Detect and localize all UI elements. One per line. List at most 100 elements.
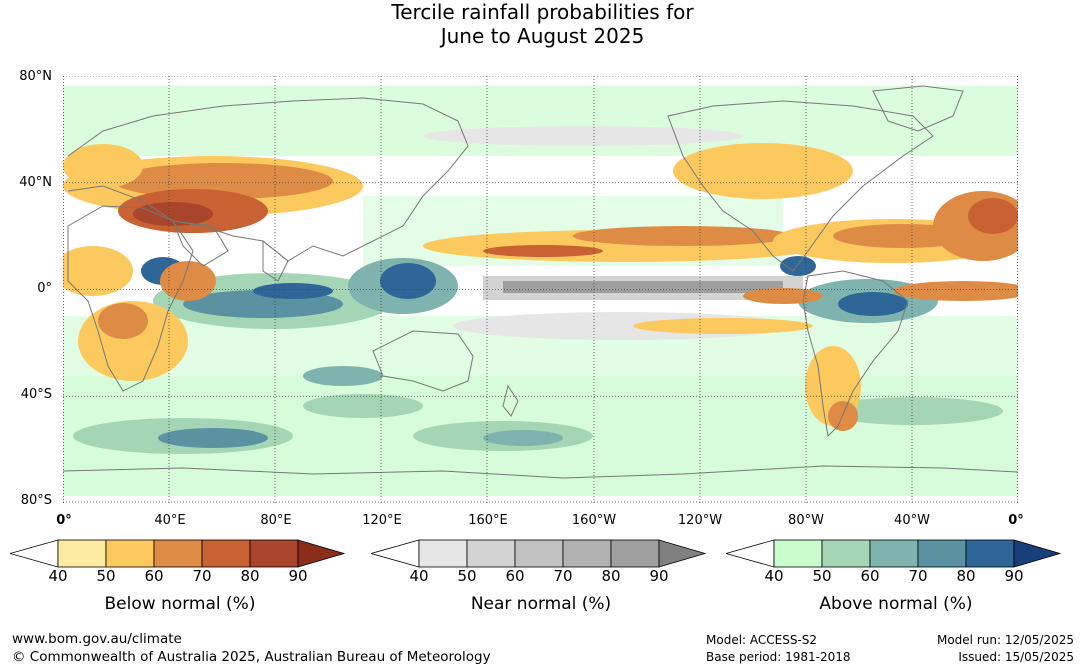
outline-antarctica bbox=[63, 465, 1018, 479]
southern-ocean-patch-5 bbox=[823, 397, 1003, 425]
lon-label-160w: 160°W bbox=[571, 513, 617, 528]
legend-below-tick: 70 bbox=[192, 567, 212, 585]
copyright-text: © Commonwealth of Australia 2025, Austra… bbox=[12, 649, 491, 665]
legend-above-tick: 70 bbox=[908, 567, 928, 585]
colorbar-segment bbox=[917, 539, 967, 568]
legend-near-tick: 40 bbox=[409, 567, 429, 585]
model-run-date: Model run: 12/05/2025 bbox=[936, 633, 1074, 647]
lat-label-80n: 80°N bbox=[19, 69, 52, 84]
north-pacific-dry-core bbox=[573, 226, 793, 246]
outline-new-zealand bbox=[502, 384, 519, 417]
colorbar-extend-high bbox=[297, 539, 346, 568]
south-pacific-dry-strip bbox=[633, 318, 813, 334]
model-name: Model: ACCESS-S2 bbox=[706, 633, 818, 647]
legend-below-tick: 40 bbox=[48, 567, 68, 585]
legend-near-tick: 90 bbox=[649, 567, 669, 585]
outline-south-america bbox=[802, 270, 909, 438]
legend-below-title: Below normal (%) bbox=[104, 594, 256, 614]
legend-above-normal-colorbar bbox=[726, 539, 1062, 568]
lat-label-40n: 40°N bbox=[19, 175, 52, 190]
east-pacific-dry bbox=[743, 288, 823, 304]
outline-africa bbox=[67, 205, 194, 392]
lon-label-40w: 40°W bbox=[894, 513, 930, 528]
footer-dates: Model run: 12/05/2025 Issued: 15/05/2025 bbox=[880, 632, 1074, 666]
colorbar-extend-low bbox=[726, 539, 775, 568]
colorbar-segment bbox=[821, 539, 871, 568]
lat-label-80s: 80°S bbox=[20, 493, 52, 508]
legend-above-tick: 40 bbox=[764, 567, 784, 585]
north-pacific-dry-strip bbox=[483, 245, 603, 257]
colorbar-segment bbox=[562, 539, 612, 568]
middle-east-dry-core bbox=[133, 202, 213, 226]
legend-above-tick: 80 bbox=[956, 567, 976, 585]
graticule bbox=[63, 76, 1018, 503]
southern-ocean-patch-2 bbox=[158, 428, 268, 448]
lon-label-120w: 120°W bbox=[677, 513, 723, 528]
eurasia-dry-2 bbox=[113, 163, 333, 199]
southern-ocean-patch-6 bbox=[303, 394, 423, 418]
sahel-dry-core bbox=[968, 198, 1018, 234]
lon-label-80e: 80°E bbox=[260, 513, 292, 528]
south-america-wet-2 bbox=[838, 292, 908, 316]
issued-date: Issued: 15/05/2025 bbox=[958, 650, 1074, 664]
footer-left: www.bom.gov.au/climate © Commonwealth of… bbox=[12, 630, 491, 666]
lon-label-0-right: 0° bbox=[1008, 513, 1024, 528]
lat-label-0: 0° bbox=[37, 281, 52, 296]
title-line-2: June to August 2025 bbox=[440, 24, 645, 48]
outline-north-america bbox=[667, 100, 934, 272]
colorbar-extend-low bbox=[371, 539, 420, 568]
lon-label-160e: 160°E bbox=[468, 513, 508, 528]
legend-above-tick: 90 bbox=[1004, 567, 1024, 585]
lon-label-0-left: 0° bbox=[56, 513, 72, 528]
colorbar-segment bbox=[773, 539, 823, 568]
southern-africa-dry-core bbox=[98, 303, 148, 339]
southern-ocean-patch-4 bbox=[483, 430, 563, 446]
indian-ocean-patch bbox=[303, 366, 383, 386]
legend-below-tick: 60 bbox=[144, 567, 164, 585]
lon-label-40e: 40°E bbox=[154, 513, 186, 528]
outline-greenland bbox=[872, 85, 964, 132]
legend-near-title: Near normal (%) bbox=[470, 594, 612, 614]
colorbar-segment bbox=[514, 539, 564, 568]
colorbar-segment bbox=[869, 539, 919, 568]
colorbar-extend-high bbox=[1013, 539, 1062, 568]
colorbar-segment bbox=[610, 539, 660, 568]
legend-below-normal-colorbar bbox=[10, 539, 346, 568]
legend-below-tick: 80 bbox=[240, 567, 260, 585]
legend-near-tick: 50 bbox=[457, 567, 477, 585]
lat-label-40s: 40°S bbox=[20, 387, 52, 402]
website-link[interactable]: www.bom.gov.au/climate bbox=[12, 631, 182, 647]
outline-arabia bbox=[172, 220, 229, 267]
title-line-1: Tercile rainfall probabilities for bbox=[391, 0, 694, 24]
central-america-wet bbox=[780, 256, 816, 276]
colorbar-segment bbox=[249, 539, 299, 568]
north-america-dry bbox=[673, 143, 853, 199]
rainfall-probability-map bbox=[63, 76, 1018, 503]
legend-near-tick: 70 bbox=[553, 567, 573, 585]
legend-near-tick: 60 bbox=[505, 567, 525, 585]
map-title: Tercile rainfall probabilities for June … bbox=[0, 0, 1085, 48]
colorbar-segment bbox=[153, 539, 203, 568]
patagonia-dry bbox=[828, 401, 858, 431]
equatorial-atlantic-dry bbox=[893, 281, 1018, 301]
colorbar-segment bbox=[418, 539, 468, 568]
indian-ocean-wet-3 bbox=[253, 283, 333, 299]
colorbar-segment bbox=[105, 539, 155, 568]
outline-india bbox=[262, 239, 289, 282]
legend-above-tick: 60 bbox=[860, 567, 880, 585]
base-period: Base period: 1981-2018 bbox=[706, 650, 851, 664]
colorbar-segment bbox=[965, 539, 1015, 568]
outline-australia bbox=[372, 330, 474, 392]
west-africa-dry bbox=[63, 246, 133, 296]
footer-model-info: Model: ACCESS-S2 Base period: 1981-2018 bbox=[706, 632, 851, 666]
lon-label-80w: 80°W bbox=[788, 513, 824, 528]
legend-above-tick: 50 bbox=[812, 567, 832, 585]
colorbar-segment bbox=[57, 539, 107, 568]
colorbar-extend-low bbox=[10, 539, 59, 568]
colorbar-segment bbox=[201, 539, 251, 568]
outline-europe-asia bbox=[67, 97, 469, 262]
legend-near-normal-colorbar bbox=[371, 539, 707, 568]
equatorial-pacific-grey-dark bbox=[503, 281, 783, 293]
colorbar-segment bbox=[466, 539, 516, 568]
legend-above-title: Above normal (%) bbox=[819, 594, 973, 614]
